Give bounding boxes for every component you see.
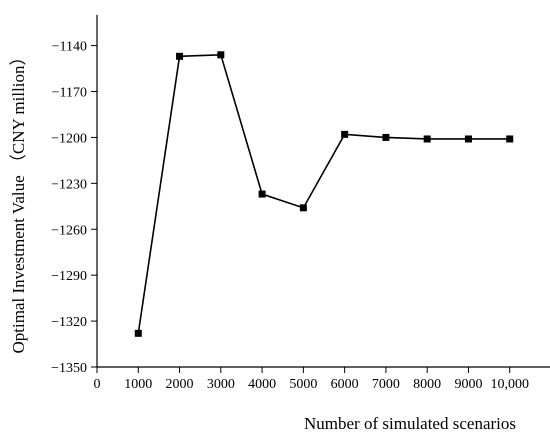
y-tick-label: −1230 bbox=[51, 177, 87, 192]
data-point-marker bbox=[258, 190, 266, 198]
x-tick-label: 6000 bbox=[331, 377, 359, 392]
ticks: 0 1000 2000 3000 4000 5000 6000 7000 8000 9000 10,… bbox=[51, 40, 529, 392]
data-point-marker bbox=[382, 133, 390, 141]
x-tick-label: 5000 bbox=[289, 377, 317, 392]
x-tick-label: 9000 bbox=[454, 377, 482, 392]
y-tick-label: −1320 bbox=[51, 315, 87, 330]
data-point-marker bbox=[217, 51, 225, 59]
x-axis-title: Number of simulated scenarios bbox=[304, 414, 516, 433]
data-point-marker bbox=[176, 52, 184, 60]
x-tick-label: 3000 bbox=[207, 377, 235, 392]
y-tick-label: −1170 bbox=[52, 86, 87, 101]
y-tick-label: −1260 bbox=[51, 223, 87, 238]
series-line bbox=[137, 53, 510, 334]
y-axis-title: Optimal Investment Value （CNY million） bbox=[9, 48, 28, 353]
y-tick-label: −1200 bbox=[51, 131, 87, 146]
series bbox=[134, 51, 514, 337]
x-tick-label: 7000 bbox=[372, 377, 400, 392]
x-tick-label: 8000 bbox=[413, 377, 441, 392]
data-point-marker bbox=[134, 329, 142, 337]
x-tick-label: 1000 bbox=[124, 377, 152, 392]
x-tick-label: 2000 bbox=[166, 377, 194, 392]
x-tick-label: 0 bbox=[94, 377, 101, 392]
data-point-marker bbox=[299, 204, 307, 212]
data-point-marker bbox=[506, 135, 514, 143]
x-tick-label: 4000 bbox=[248, 377, 276, 392]
axes bbox=[96, 15, 550, 368]
y-tick-label: −1290 bbox=[51, 269, 87, 284]
data-point-marker bbox=[341, 130, 349, 138]
y-tick-label: −1350 bbox=[51, 361, 87, 376]
data-point-marker bbox=[464, 135, 472, 143]
x-tick-label: 10,000 bbox=[490, 377, 529, 392]
y-tick-label: −1140 bbox=[52, 40, 87, 55]
data-point-marker bbox=[423, 135, 431, 143]
